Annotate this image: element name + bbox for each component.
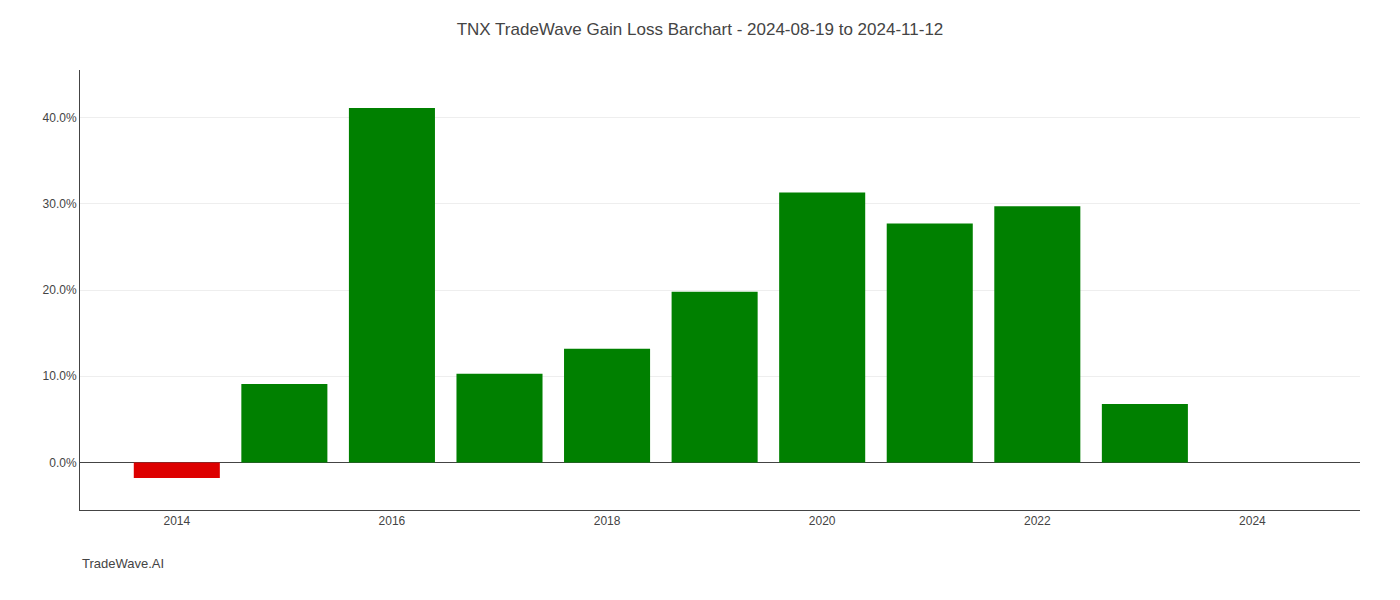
- svg-text:20.0%: 20.0%: [43, 283, 77, 297]
- svg-text:2024: 2024: [1239, 514, 1266, 528]
- svg-text:30.0%: 30.0%: [43, 197, 77, 211]
- svg-text:0.0%: 0.0%: [49, 456, 77, 470]
- svg-text:2022: 2022: [1024, 514, 1051, 528]
- svg-text:40.0%: 40.0%: [43, 111, 77, 125]
- svg-text:TNX TradeWave Gain Loss Barcha: TNX TradeWave Gain Loss Barchart - 2024-…: [457, 20, 944, 39]
- svg-text:TradeWave.AI: TradeWave.AI: [82, 556, 164, 571]
- svg-text:2016: 2016: [379, 514, 406, 528]
- svg-text:2014: 2014: [163, 514, 190, 528]
- svg-text:10.0%: 10.0%: [43, 369, 77, 383]
- svg-text:2020: 2020: [809, 514, 836, 528]
- svg-text:2018: 2018: [594, 514, 621, 528]
